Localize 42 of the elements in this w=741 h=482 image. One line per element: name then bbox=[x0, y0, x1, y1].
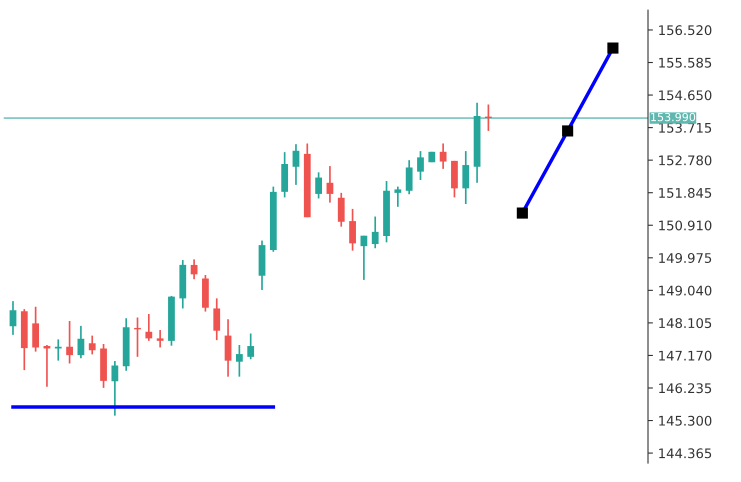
candlestick bbox=[134, 316, 141, 358]
candlestick bbox=[54, 338, 62, 362]
candlestick bbox=[349, 208, 356, 252]
y-tick-label: 156.520 bbox=[659, 25, 712, 36]
y-tick-label: 155.585 bbox=[659, 58, 712, 68]
candlestick bbox=[236, 344, 243, 378]
candlestick bbox=[111, 360, 118, 416]
candlestick bbox=[44, 344, 50, 388]
y-tick-label: 150.910 bbox=[659, 220, 712, 230]
candlestick bbox=[360, 234, 368, 281]
point bbox=[562, 125, 574, 136]
candlestick bbox=[440, 142, 447, 170]
candlestick bbox=[66, 320, 73, 364]
candlestick bbox=[394, 186, 402, 208]
y-tick-label: 147.170 bbox=[659, 350, 712, 361]
candlestick bbox=[78, 325, 84, 360]
candlestick bbox=[485, 104, 492, 132]
candlestick bbox=[462, 150, 470, 205]
ref-line-label: 153.990 bbox=[651, 112, 696, 122]
point bbox=[607, 42, 618, 54]
y-tick-label: 144.365 bbox=[659, 448, 712, 458]
candlestick bbox=[156, 329, 164, 348]
point bbox=[516, 208, 528, 219]
candlestick bbox=[315, 172, 322, 200]
y-tick-label: 149.975 bbox=[659, 253, 712, 263]
candlestick bbox=[247, 332, 254, 360]
candlestick bbox=[372, 216, 379, 250]
y-tick-label: 145.300 bbox=[659, 416, 712, 426]
y-tick-label: 154.650 bbox=[659, 90, 712, 100]
candlestick bbox=[145, 313, 152, 342]
candlestick bbox=[326, 165, 334, 204]
candlestick bbox=[213, 298, 220, 341]
y-tick-label: 149.040 bbox=[659, 286, 712, 296]
y-tick-label: 152.780 bbox=[659, 155, 712, 166]
candlestick bbox=[292, 143, 300, 186]
y-tick-label: 148.105 bbox=[659, 318, 712, 328]
candlestick bbox=[190, 258, 198, 280]
y-tick-label: 146.235 bbox=[659, 383, 712, 394]
candlestick bbox=[417, 150, 424, 181]
y-tick-label: 151.845 bbox=[659, 188, 712, 198]
candlestick bbox=[10, 300, 16, 336]
candlestick bbox=[406, 159, 413, 196]
